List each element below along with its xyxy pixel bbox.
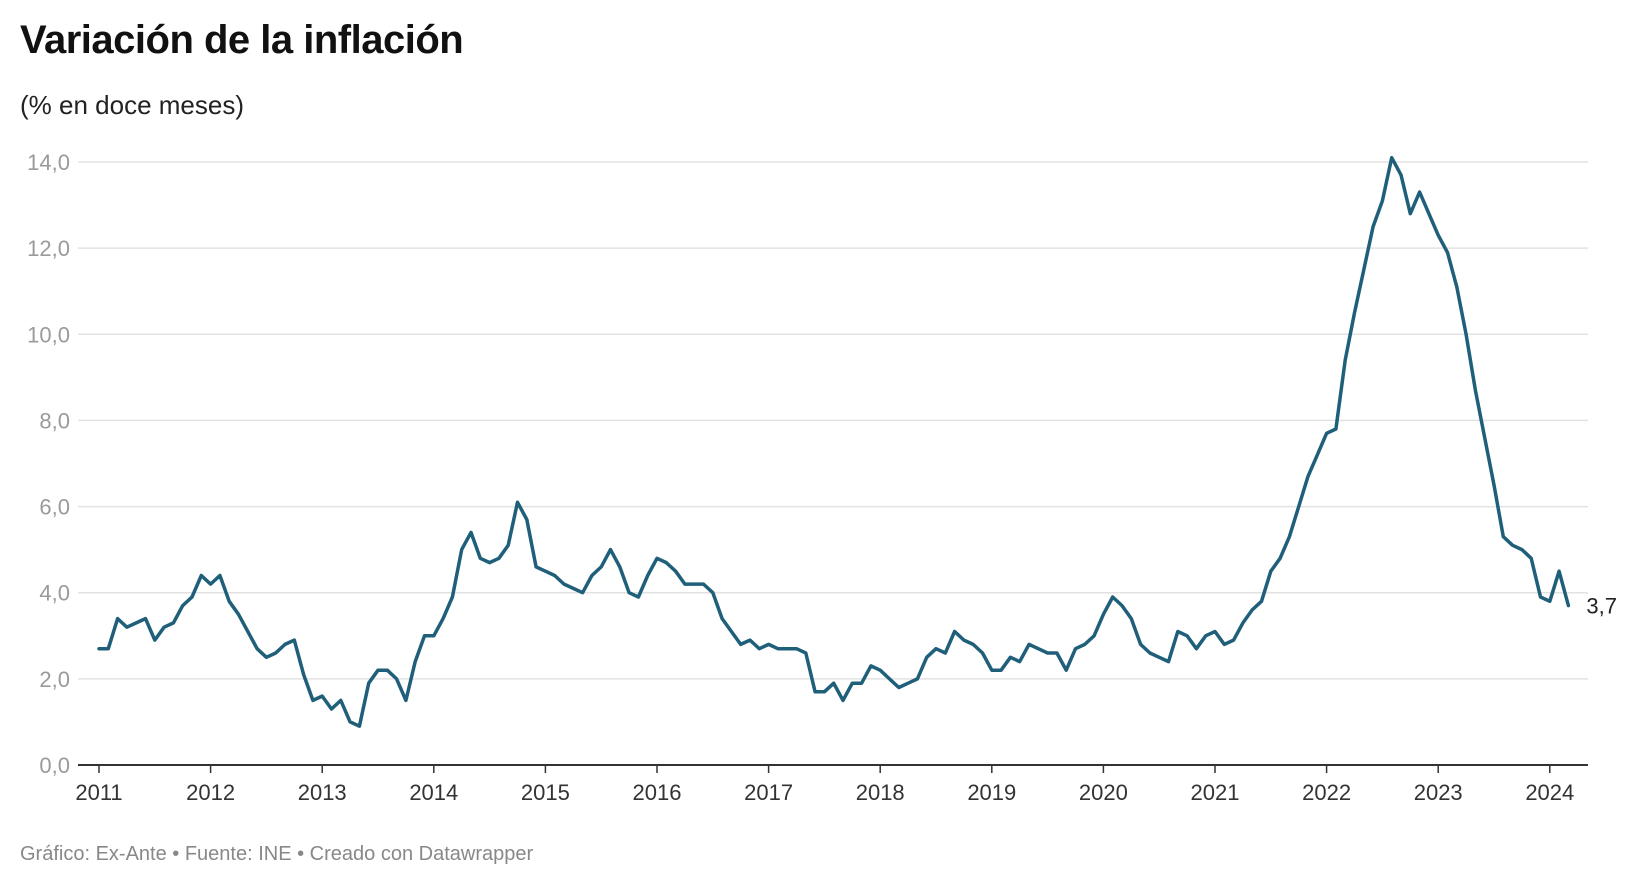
y-axis-ticks: 0,0 2,0 4,0 6,0 8,0 10,0 12,0 14,0 [27, 150, 70, 778]
x-tick-label: 2022 [1302, 780, 1351, 805]
y-tick-label: 8,0 [39, 408, 70, 433]
chart-subtitle: (% en doce meses) [20, 90, 244, 120]
y-tick-label: 12,0 [27, 236, 70, 261]
end-value-label: 3,7 [1586, 594, 1617, 619]
y-tick-label: 10,0 [27, 322, 70, 347]
y-tick-label: 2,0 [39, 667, 70, 692]
x-tick-label: 2016 [633, 780, 682, 805]
x-tick-label: 2020 [1079, 780, 1128, 805]
series-layer [97, 155, 1571, 728]
x-tick-label: 2024 [1525, 780, 1574, 805]
x-tick-label: 2011 [75, 780, 122, 805]
x-tick-label: 2014 [409, 780, 458, 805]
x-tick-label: 2013 [298, 780, 347, 805]
x-tick-label: 2021 [1191, 780, 1240, 805]
y-tick-label: 14,0 [27, 150, 70, 175]
x-tick-label: 2017 [744, 780, 793, 805]
y-tick-label: 0,0 [39, 753, 70, 778]
x-tick-label: 2019 [967, 780, 1016, 805]
inflation-series-line [97, 155, 1571, 728]
x-axis-ticks: 2011 2012 2013 2014 2015 2016 2017 2018 2019 2020… [75, 764, 1588, 805]
x-tick-label: 2018 [856, 780, 905, 805]
annotation-layer: 3,7 [1586, 594, 1617, 619]
y-tick-label: 6,0 [39, 495, 70, 520]
chart-title: Variación de la inflación [20, 18, 464, 62]
gridlines [78, 161, 1588, 680]
x-tick-label: 2023 [1414, 780, 1463, 805]
y-tick-label: 4,0 [39, 581, 70, 606]
chart-footer: Gráfico: Ex-Ante • Fuente: INE • Creado … [20, 843, 534, 865]
x-tick-label: 2015 [521, 780, 570, 805]
x-tick-label: 2012 [186, 780, 235, 805]
